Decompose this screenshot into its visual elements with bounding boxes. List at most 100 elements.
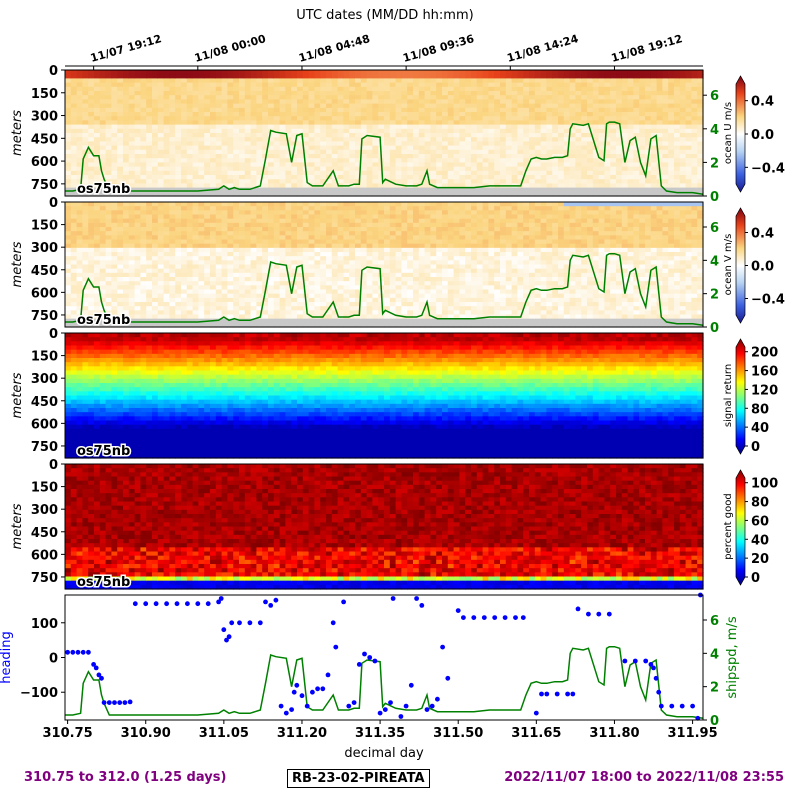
heatmap-cell (679, 154, 687, 159)
heatmap-cell (349, 310, 356, 316)
heatmap-cell (639, 179, 646, 184)
heatmap-cell (331, 124, 339, 130)
heatmap-cell (685, 74, 692, 79)
heatmap-cell (343, 124, 350, 130)
heatmap-cell (76, 74, 83, 79)
heatmap-cell (244, 116, 252, 121)
heatmap-cell (233, 206, 240, 211)
heatmap-cell (337, 137, 344, 142)
heatmap-cell (268, 247, 275, 253)
heatmap-cell (360, 247, 368, 253)
heatmap-cell (99, 162, 107, 168)
heatmap-cell (111, 302, 118, 307)
heatmap-cell (360, 264, 368, 270)
heatmap-cell (128, 314, 136, 320)
heatmap-cell (471, 162, 478, 168)
heatmap-cell (157, 310, 165, 316)
heatmap-cell (146, 256, 153, 261)
heatmap-cell (82, 162, 89, 168)
heatmap-cell (215, 170, 223, 176)
heatmap-cell (587, 145, 594, 151)
heatmap-cell (70, 277, 78, 282)
heatmap-cell (111, 235, 118, 241)
heatmap-cell (169, 191, 176, 197)
heatmap-cell (134, 322, 141, 328)
heatmap-cell (186, 268, 194, 274)
heatmap-cell (534, 154, 542, 159)
heatmap-cell (210, 154, 217, 159)
heatmap-cell (181, 218, 188, 224)
heatmap-cell (575, 82, 582, 88)
heatmap-cell (94, 277, 101, 282)
heatmap-cell (157, 306, 165, 311)
heatmap-cell (123, 120, 130, 126)
heatmap-cell (140, 318, 147, 324)
heatmap-cell (401, 149, 408, 155)
heatmap-cell (639, 86, 646, 92)
heatmap-cell (413, 116, 420, 121)
heatmap-cell (117, 179, 124, 184)
heatmap-cell (128, 264, 136, 270)
heatmap-cell (482, 137, 489, 142)
heatmap-cell (175, 235, 182, 241)
heatmap-cell (343, 112, 350, 117)
heatmap-cell (221, 322, 228, 328)
heatmap-cell (146, 116, 153, 121)
heatmap-cell (331, 86, 339, 92)
heatmap-cell (250, 191, 257, 197)
heatmap-cell (285, 247, 292, 253)
heatmap-cell (331, 277, 339, 282)
heatmap-cell (65, 103, 72, 109)
heatmap-cell (157, 137, 165, 142)
heatmap-cell (471, 91, 478, 96)
heatmap-cell (436, 95, 443, 100)
heatmap-cell (221, 179, 228, 184)
heatmap-cell (82, 302, 89, 307)
heatmap-cell (256, 285, 263, 291)
heatmap-cell (123, 166, 130, 172)
heatmap-cell (128, 99, 136, 105)
heatmap-cell (488, 112, 495, 117)
heatmap-cell (262, 243, 269, 249)
heatmap-cell (575, 70, 582, 75)
heatmap-cell (88, 256, 95, 261)
heatmap-cell (366, 260, 373, 266)
heatmap-cell (343, 86, 350, 92)
heatmap-cell (552, 86, 559, 92)
heatmap-cell (372, 314, 379, 320)
heatmap-cell (540, 162, 547, 168)
heatmap-cell (395, 154, 402, 159)
heatmap-cell (181, 137, 188, 142)
heatmap-cell (192, 78, 199, 84)
heatmap-cell (262, 183, 269, 189)
heatmap-cell (198, 191, 205, 197)
heatmap-cell (505, 112, 513, 117)
heatmap-cell (134, 78, 141, 84)
heatmap-cell (442, 128, 449, 134)
heatmap-cell (273, 166, 281, 172)
heatmap-cell (401, 187, 408, 193)
heatmap-cell (308, 206, 315, 211)
heatmap-cell (500, 179, 507, 184)
heatmap-cell (239, 103, 246, 109)
heatmap-cell (308, 103, 315, 109)
heatmap-cell (117, 314, 124, 320)
heatmap-cell (82, 78, 89, 84)
heatmap-cell (639, 74, 646, 79)
heatmap-cell (389, 202, 397, 207)
heatmap-cell (511, 158, 518, 163)
heatmap-cell (558, 179, 565, 184)
heatmap-cell (297, 252, 304, 257)
heatmap-cell (645, 82, 652, 88)
heatmap-cell (366, 314, 373, 320)
heatmap-cell (134, 187, 141, 193)
heatmap-cell (291, 95, 298, 100)
heatmap-cell (152, 86, 159, 92)
heatmap-cell (227, 162, 234, 168)
heatmap-cell (517, 166, 524, 172)
heatmap-cell (244, 247, 252, 253)
heatmap-cell (94, 318, 101, 324)
heatmap-cell (529, 128, 536, 134)
heatmap-cell (604, 137, 611, 142)
heatmap-cell (308, 306, 315, 311)
